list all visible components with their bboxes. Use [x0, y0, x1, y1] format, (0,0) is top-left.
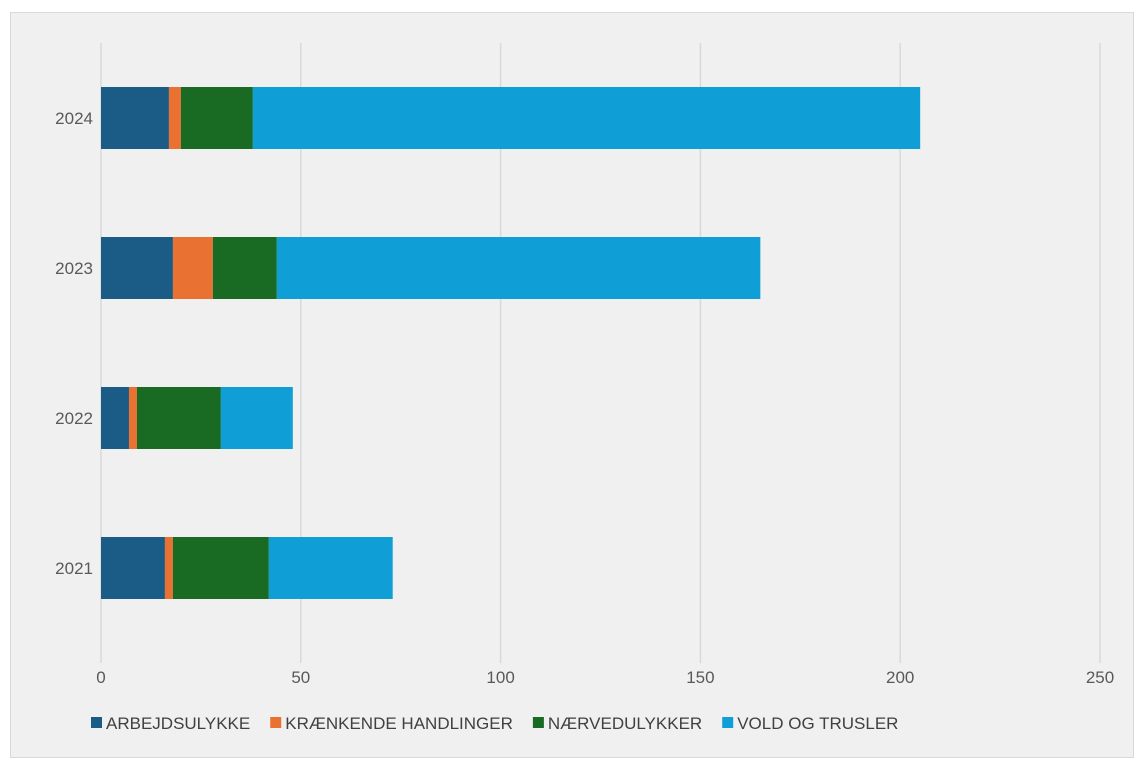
bar-segment [101, 87, 169, 149]
bar-segment [220, 387, 293, 449]
legend-label: VOLD OG TRUSLER [737, 714, 898, 733]
x-axis: 0 50 100 150 200 250 [96, 668, 1114, 687]
x-tick-label: 150 [686, 668, 714, 687]
bar-segment [268, 537, 393, 599]
bars [101, 87, 921, 599]
bar-segment [101, 537, 165, 599]
bar-segment [136, 387, 221, 449]
bar-segment [172, 537, 269, 599]
x-tick-label: 0 [96, 668, 105, 687]
legend: ARBEJDSULYKKE KRÆNKENDE HANDLINGER NÆRVEDU… [91, 714, 898, 733]
y-tick-label: 2022 [55, 409, 93, 428]
legend-swatch [532, 717, 544, 728]
bar-segment [276, 237, 761, 299]
bar-segment [252, 87, 921, 149]
legend-label: NÆRVEDULYKKER [548, 714, 702, 733]
legend-swatch [270, 717, 282, 728]
bar-segment [128, 387, 137, 449]
x-tick-label: 250 [1086, 668, 1114, 687]
y-tick-label: 2024 [55, 109, 93, 128]
bar-segment [101, 387, 129, 449]
x-tick-label: 100 [486, 668, 514, 687]
y-tick-label: 2021 [55, 559, 93, 578]
bar-segment [164, 537, 173, 599]
legend-label: ARBEJDSULYKKE [106, 714, 250, 733]
bar-segment [212, 237, 277, 299]
bar-segment [180, 87, 253, 149]
x-tick-label: 200 [886, 668, 914, 687]
legend-label: KRÆNKENDE HANDLINGER [285, 714, 513, 733]
bar-segment [172, 237, 213, 299]
x-tick-label: 50 [291, 668, 310, 687]
y-axis: 2024 2023 2022 2021 [55, 109, 93, 578]
stacked-bar-chart: 2024 2023 2022 2021 0 50 100 150 200 250 ARBEJDS… [55, 43, 1114, 733]
y-tick-label: 2023 [55, 259, 93, 278]
bar-segment [101, 237, 173, 299]
bar-segment [168, 87, 181, 149]
legend-swatch [722, 717, 734, 728]
chart-area: 2024 2023 2022 2021 0 50 100 150 200 250 ARBEJDS… [10, 12, 1134, 758]
legend-swatch [91, 717, 102, 728]
